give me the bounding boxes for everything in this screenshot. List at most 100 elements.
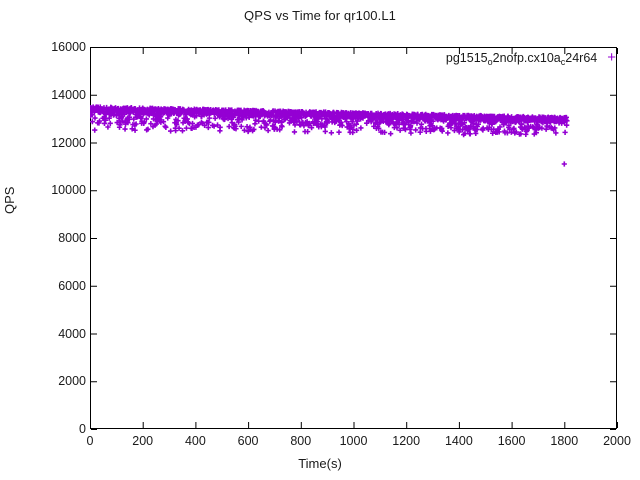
data-point — [358, 125, 364, 131]
data-point — [564, 122, 570, 128]
data-point — [429, 123, 436, 129]
data-point — [292, 122, 298, 128]
x-tick-label: 2000 — [603, 434, 631, 448]
data-point — [564, 118, 570, 124]
y-axis-tick-labels: 0 2000 4000 6000 8000 10000 12000 14000 16000 — [0, 0, 86, 480]
data-point — [338, 119, 344, 125]
data-point — [168, 128, 174, 134]
data-point — [176, 125, 182, 131]
data-point — [212, 115, 218, 121]
data-point — [196, 122, 202, 128]
data-point — [145, 126, 151, 132]
data-point — [394, 125, 400, 131]
x-tick-label: 800 — [290, 434, 312, 448]
data-point — [96, 118, 103, 124]
data-point — [277, 127, 283, 133]
data-point — [253, 117, 259, 123]
data-point — [413, 127, 419, 133]
data-point — [107, 120, 113, 126]
data-point — [143, 116, 149, 122]
data-point — [256, 118, 262, 124]
x-tick-label: 200 — [132, 434, 154, 448]
data-point — [349, 118, 355, 125]
data-point — [325, 118, 331, 124]
data-point — [518, 131, 524, 137]
data-point — [175, 118, 181, 124]
data-point — [376, 125, 382, 132]
data-point — [264, 122, 270, 128]
data-point — [163, 124, 169, 130]
x-tick-label: 1600 — [497, 434, 526, 448]
data-point — [388, 131, 394, 137]
data-point — [122, 126, 128, 132]
data-point — [430, 118, 436, 124]
data-point — [174, 121, 180, 128]
data-point — [141, 119, 147, 125]
data-point — [353, 121, 359, 127]
x-axis-tick-labels: 0 200 400 600 800 1000 1200 1400 1600 1800 2000 — [0, 434, 640, 458]
data-point — [414, 120, 420, 126]
data-point — [496, 129, 502, 135]
data-point — [238, 123, 244, 129]
data-point — [90, 119, 95, 125]
data-point — [173, 128, 179, 134]
data-point — [408, 123, 414, 129]
data-point — [553, 130, 559, 136]
y-tick-label: 8000 — [58, 231, 86, 245]
data-point — [184, 116, 190, 122]
data-point — [131, 116, 137, 122]
data-point — [473, 130, 479, 136]
data-point — [475, 121, 481, 127]
data-point — [497, 124, 503, 130]
data-point — [511, 125, 517, 131]
data-point — [189, 120, 196, 127]
data-point — [397, 127, 403, 133]
data-point — [298, 115, 305, 121]
data-point — [267, 117, 274, 123]
x-tick-label: 1000 — [339, 434, 368, 448]
chart-title: QPS vs Time for qr100.L1 — [244, 8, 396, 23]
data-point — [350, 126, 356, 132]
data-point — [306, 120, 312, 126]
data-point — [279, 124, 285, 130]
data-point — [214, 122, 221, 128]
x-tick-label: 400 — [184, 434, 206, 448]
data-point — [408, 130, 414, 136]
data-point — [427, 128, 434, 134]
data-point — [133, 121, 139, 127]
data-point — [328, 130, 334, 136]
data-point — [233, 126, 239, 132]
data-point — [309, 125, 315, 131]
y-tick-label: 6000 — [58, 278, 86, 293]
data-point — [120, 118, 126, 124]
data-point — [158, 114, 164, 120]
data-point — [459, 127, 466, 133]
data-point — [462, 130, 468, 137]
data-point — [533, 130, 539, 136]
data-point — [490, 130, 496, 136]
data-point — [226, 123, 232, 130]
y-tick-label: 14000 — [51, 87, 86, 102]
x-tick-label: 1200 — [392, 434, 421, 448]
legend-series-label: pg1515o2nofp.cx10ac24r64 — [445, 50, 598, 67]
y-tick-label: 12000 — [51, 135, 86, 150]
x-tick-label: 0 — [86, 434, 94, 448]
data-point — [381, 129, 388, 136]
data-point — [418, 121, 425, 127]
data-point — [448, 125, 454, 131]
data-point — [92, 127, 98, 133]
data-point — [513, 129, 519, 135]
data-point — [125, 120, 131, 126]
data-point — [251, 126, 257, 133]
data-point — [193, 113, 200, 119]
data-point — [148, 121, 154, 127]
y-tick-label: 16000 — [51, 40, 86, 54]
data-point — [202, 122, 208, 129]
data-point — [339, 122, 345, 129]
data-point — [322, 124, 328, 130]
y-tick-label: 0 — [79, 422, 86, 436]
data-point — [205, 124, 211, 131]
x-axis-label: Time(s) — [298, 456, 342, 471]
data-point — [217, 124, 223, 130]
